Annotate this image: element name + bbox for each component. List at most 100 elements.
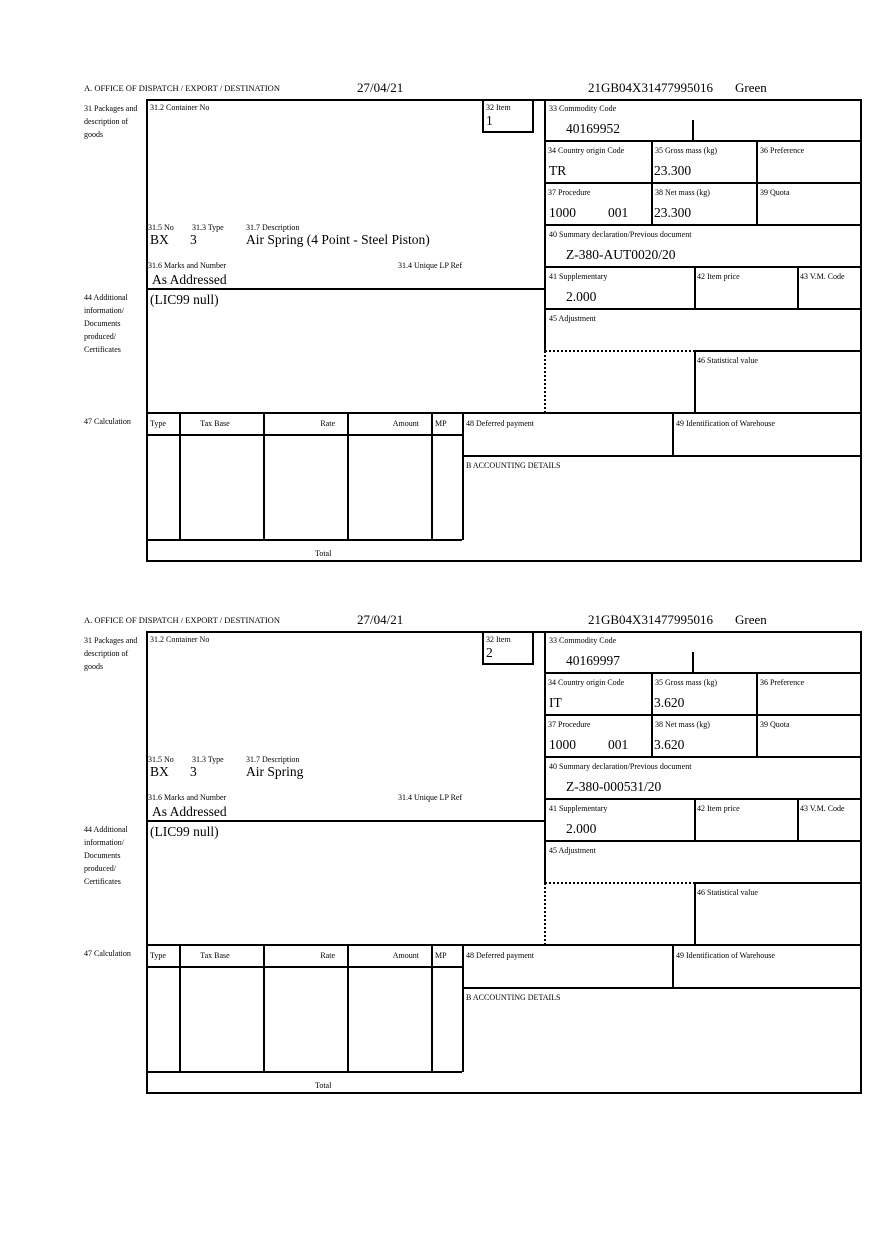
box39-label: 39 Quota <box>760 720 790 729</box>
box42-label: 42 Item price <box>697 804 740 813</box>
box35-label: 35 Gross mass (kg) <box>655 146 717 155</box>
rule <box>692 120 694 142</box>
rule <box>544 182 862 184</box>
box36-label: 36 Preference <box>760 146 805 155</box>
box31-3-label: 31.3 Type <box>192 223 224 232</box>
box34-label: 34 Country origin Code <box>548 678 625 687</box>
rule <box>263 945 265 1072</box>
additional-information: (LIC99 null) <box>150 292 219 307</box>
box31-2-label: 31.2 Container No <box>150 103 210 112</box>
rule <box>462 987 862 989</box>
rule <box>532 99 534 133</box>
declaration-reference: 21GB04X31477995016 <box>588 80 713 95</box>
packages-type: 3 <box>190 232 197 247</box>
packages-number: BX <box>150 764 169 779</box>
country-origin: IT <box>549 695 562 710</box>
net-mass: 23.300 <box>654 205 692 220</box>
box32-label: 32 Item <box>486 103 511 112</box>
rule <box>146 412 862 414</box>
box31-3-label: 31.3 Type <box>192 755 224 764</box>
procedure-code: 1000 <box>549 205 576 220</box>
rule <box>544 672 862 674</box>
box31-4-label: 31.4 Unique LP Ref <box>398 793 463 802</box>
box40-label: 40 Summary declaration/Previous document <box>549 762 692 771</box>
rule <box>692 652 694 674</box>
gross-mass: 23.300 <box>654 163 692 178</box>
rule <box>462 455 862 457</box>
item-number: 2 <box>486 645 493 660</box>
box37-label: 37 Procedure <box>548 188 591 197</box>
box31-6-label: 31.6 Marks and Number <box>148 793 227 802</box>
goods-description: Air Spring <box>246 764 304 779</box>
rule <box>146 631 862 633</box>
box47-label: 47 Calculation <box>84 417 131 426</box>
box35-label: 35 Gross mass (kg) <box>655 678 717 687</box>
rule <box>797 267 799 309</box>
commodity-code: 40169997 <box>566 653 620 668</box>
declaration-reference: 21GB04X31477995016 <box>588 612 713 627</box>
rule <box>544 840 862 842</box>
accounting-details-label: B ACCOUNTING DETAILS <box>466 461 561 470</box>
net-mass: 3.620 <box>654 737 685 752</box>
declaration-date: 27/04/21 <box>357 612 404 627</box>
rule <box>694 267 696 309</box>
rule <box>482 99 484 133</box>
calc-header-rate: Rate <box>320 951 335 960</box>
declaration-item-form: A. OFFICE OF DISPATCH / EXPORT / DESTINA… <box>0 532 882 1094</box>
calc-header-mp: MP <box>435 419 447 428</box>
calc-header-type: Type <box>150 419 166 428</box>
accounting-details-label: B ACCOUNTING DETAILS <box>466 993 561 1002</box>
rule <box>179 945 181 1072</box>
box31-7-label: 31.7 Description <box>246 223 300 232</box>
route-status: Green <box>735 612 767 627</box>
box46-label: 46 Statistical value <box>697 356 758 365</box>
rule <box>544 266 862 268</box>
procedure-code: 1000 <box>549 737 576 752</box>
dotted-rule <box>545 882 695 884</box>
previous-document: Z-380-000531/20 <box>566 779 662 794</box>
rule <box>482 631 484 665</box>
box31-5-label: 31.5 No <box>148 223 174 232</box>
packages-number: BX <box>150 232 169 247</box>
route-status: Green <box>735 80 767 95</box>
rule <box>431 945 433 1072</box>
box32-label: 32 Item <box>486 635 511 644</box>
box37-label: 37 Procedure <box>548 720 591 729</box>
total-label: Total <box>315 549 332 558</box>
previous-document: Z-380-AUT0020/20 <box>566 247 676 262</box>
rule <box>482 131 534 133</box>
rule <box>462 945 464 1072</box>
rule <box>672 413 674 456</box>
item-number: 1 <box>486 113 493 128</box>
rule <box>860 631 862 1094</box>
procedure-additional: 001 <box>608 737 629 752</box>
rule <box>146 99 862 101</box>
rule <box>146 631 148 1094</box>
rule <box>462 413 464 540</box>
rule <box>694 882 862 884</box>
box43-label: 43 V.M. Code <box>800 272 845 281</box>
supplementary-units: 2.000 <box>566 289 597 304</box>
box49-label: 49 Identification of Warehouse <box>676 951 775 960</box>
rule <box>544 224 862 226</box>
marks-and-number: As Addressed <box>152 272 227 287</box>
rule <box>482 663 534 665</box>
calc-header-rate: Rate <box>320 419 335 428</box>
box34-label: 34 Country origin Code <box>548 146 625 155</box>
rule <box>179 413 181 540</box>
office-label: A. OFFICE OF DISPATCH / EXPORT / DESTINA… <box>84 615 280 625</box>
box45-label: 45 Adjustment <box>549 846 596 855</box>
rule <box>146 560 862 562</box>
rule <box>347 945 349 1072</box>
rule <box>544 308 862 310</box>
box31-4-label: 31.4 Unique LP Ref <box>398 261 463 270</box>
rule <box>431 413 433 540</box>
box41-label: 41 Supplementary <box>549 272 608 281</box>
box31-2-label: 31.2 Container No <box>150 635 210 644</box>
rule <box>544 140 862 142</box>
declaration-item-form: A. OFFICE OF DISPATCH / EXPORT / DESTINA… <box>0 0 882 562</box>
rule <box>146 539 462 541</box>
goods-description: Air Spring (4 Point - Steel Piston) <box>246 232 430 247</box>
rule <box>694 799 696 841</box>
box31-5-label: 31.5 No <box>148 755 174 764</box>
